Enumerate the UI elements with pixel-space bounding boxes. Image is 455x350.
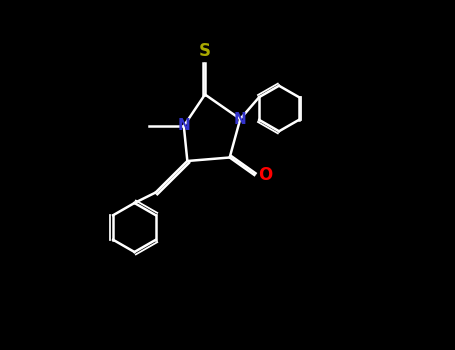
Text: N: N: [234, 112, 247, 126]
Text: N: N: [177, 119, 190, 133]
Text: S: S: [199, 42, 211, 60]
Text: O: O: [258, 166, 272, 184]
